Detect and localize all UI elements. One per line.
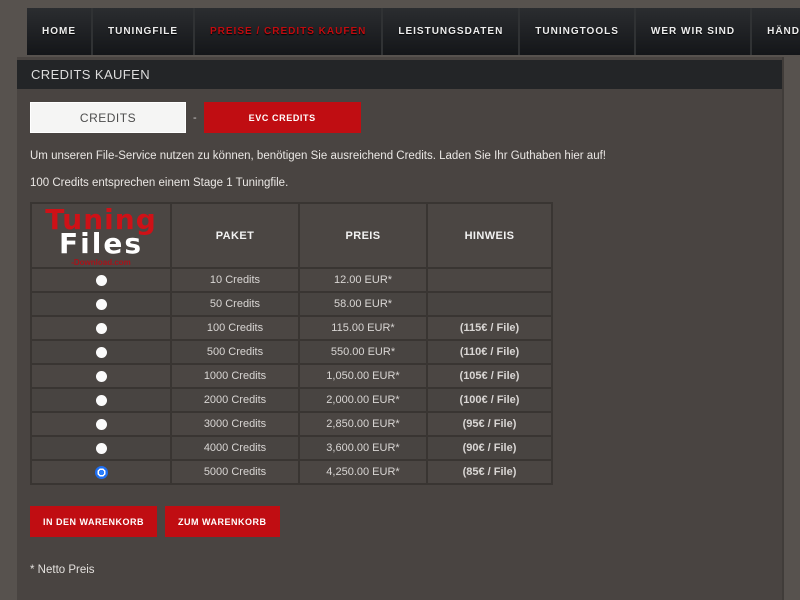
toggle-separator: - — [193, 111, 197, 124]
hinweis-cell: (90€ / File) — [426, 435, 553, 461]
credits-radio-1000[interactable] — [95, 370, 107, 382]
table-row: 3000 Credits 2,850.00 EUR* (95€ / File) — [30, 411, 553, 437]
table-row: 500 Credits 550.00 EUR* (110€ / File) — [30, 339, 553, 365]
hinweis-cell: (100€ / File) — [426, 387, 553, 413]
preis-cell: 550.00 EUR* — [298, 339, 428, 365]
hinweis-cell: (110€ / File) — [426, 339, 553, 365]
table-header-row: Tuning Files -Download.com PAKET PREIS H… — [30, 202, 553, 269]
nav-item-wer-wir-sind[interactable]: WER WIR SIND — [635, 8, 751, 55]
credits-radio-10[interactable] — [95, 274, 107, 286]
paket-cell: 5000 Credits — [170, 459, 300, 485]
intro-text-line1: Um unseren File-Service nutzen zu können… — [30, 150, 606, 162]
tuningfiles-logo: Tuning Files -Download.com — [32, 204, 170, 267]
paket-cell: 3000 Credits — [170, 411, 300, 437]
preis-cell: 12.00 EUR* — [298, 267, 428, 293]
table-row: 4000 Credits 3,600.00 EUR* (90€ / File) — [30, 435, 553, 461]
paket-cell: 100 Credits — [170, 315, 300, 341]
preis-cell: 58.00 EUR* — [298, 291, 428, 317]
main-panel: CREDITS KAUFEN CREDITS - EVC CREDITS Um … — [17, 57, 784, 600]
credits-radio-500[interactable] — [95, 346, 107, 358]
table-row: 100 Credits 115.00 EUR* (115€ / File) — [30, 315, 553, 341]
column-header-preis: PREIS — [298, 202, 428, 269]
hinweis-cell — [426, 267, 553, 293]
table-row: 1000 Credits 1,050.00 EUR* (105€ / File) — [30, 363, 553, 389]
nav-item-tuningtools[interactable]: TUNINGTOOLS — [520, 8, 634, 55]
cart-actions: IN DEN WARENKORB ZUM WARENKORB — [30, 506, 769, 537]
hinweis-cell: (95€ / File) — [426, 411, 553, 437]
table-row: 10 Credits 12.00 EUR* — [30, 267, 553, 293]
evc-credits-tab-button[interactable]: EVC CREDITS — [203, 102, 361, 133]
netto-preis-note: * Netto Preis — [30, 564, 95, 576]
credits-tab-button[interactable]: CREDITS — [30, 102, 186, 133]
logo-tuning-text: Tuning — [45, 203, 157, 236]
nav-item-leistungsdaten[interactable]: LEISTUNGSDATEN — [383, 8, 519, 55]
paket-cell: 500 Credits — [170, 339, 300, 365]
add-to-cart-button[interactable]: IN DEN WARENKORB — [30, 506, 158, 537]
credits-pricing-table: Tuning Files -Download.com PAKET PREIS H… — [30, 202, 553, 485]
paket-cell: 2000 Credits — [170, 387, 300, 413]
preis-cell: 2,850.00 EUR* — [298, 411, 428, 437]
credits-radio-5000[interactable] — [94, 465, 108, 479]
preis-cell: 4,250.00 EUR* — [298, 459, 428, 485]
nav-item-tuningfile[interactable]: TUNINGFILE — [93, 8, 193, 55]
hinweis-cell: (105€ / File) — [426, 363, 553, 389]
credits-radio-3000[interactable] — [95, 418, 107, 430]
logo-files-text: Files — [59, 227, 143, 260]
page-title: CREDITS KAUFEN — [17, 60, 782, 89]
credits-radio-4000[interactable] — [95, 442, 107, 454]
goto-cart-button[interactable]: ZUM WARENKORB — [165, 506, 280, 537]
table-logo-cell: Tuning Files -Download.com — [30, 202, 172, 269]
paket-cell: 1000 Credits — [170, 363, 300, 389]
main-navbar: HOME TUNINGFILE PREISE / CREDITS KAUFEN … — [27, 8, 800, 55]
column-header-paket: PAKET — [170, 202, 300, 269]
hinweis-cell: (115€ / File) — [426, 315, 553, 341]
preis-cell: 2,000.00 EUR* — [298, 387, 428, 413]
nav-item-home[interactable]: HOME — [27, 8, 91, 55]
credits-radio-100[interactable] — [95, 322, 107, 334]
table-row: 5000 Credits 4,250.00 EUR* (85€ / File) — [30, 459, 553, 485]
paket-cell: 4000 Credits — [170, 435, 300, 461]
credits-radio-50[interactable] — [95, 298, 107, 310]
paket-cell: 10 Credits — [170, 267, 300, 293]
table-row: 2000 Credits 2,000.00 EUR* (100€ / File) — [30, 387, 553, 413]
nav-item-haendler-werden[interactable]: HÄNDLER WERDEN — [752, 8, 800, 55]
content-area: CREDITS - EVC CREDITS Um unseren File-Se… — [17, 89, 782, 589]
hinweis-cell — [426, 291, 553, 317]
preis-cell: 115.00 EUR* — [298, 315, 428, 341]
paket-cell: 50 Credits — [170, 291, 300, 317]
preis-cell: 3,600.00 EUR* — [298, 435, 428, 461]
table-row: 50 Credits 58.00 EUR* — [30, 291, 553, 317]
credits-radio-2000[interactable] — [95, 394, 107, 406]
preis-cell: 1,050.00 EUR* — [298, 363, 428, 389]
logo-domain-text: -Download.com — [71, 258, 131, 267]
credits-type-toggle: CREDITS - EVC CREDITS — [30, 102, 769, 133]
nav-item-preise-credits-kaufen[interactable]: PREISE / CREDITS KAUFEN — [195, 8, 382, 55]
intro-text-line2: 100 Credits entsprechen einem Stage 1 Tu… — [30, 177, 289, 189]
column-header-hinweis: HINWEIS — [426, 202, 553, 269]
hinweis-cell: (85€ / File) — [426, 459, 553, 485]
